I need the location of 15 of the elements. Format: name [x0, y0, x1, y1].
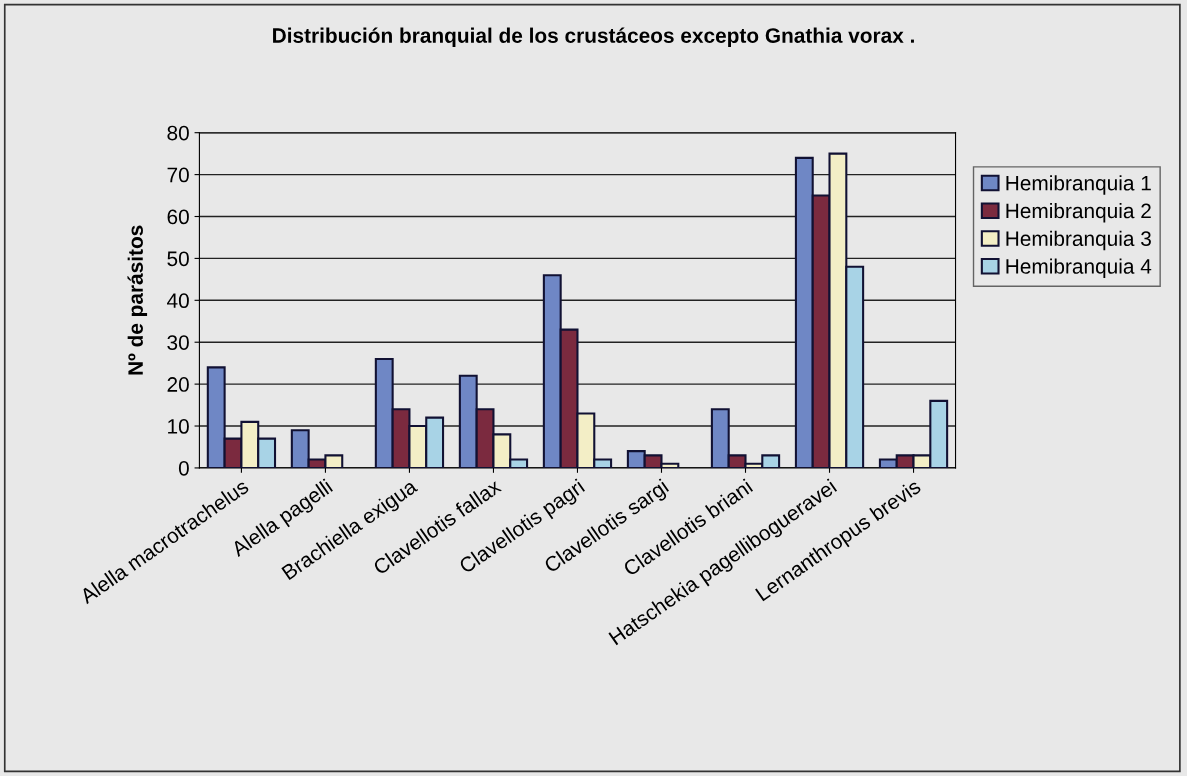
y-tick-label: 10: [168, 419, 189, 434]
y-tick-label: 70: [167, 167, 189, 183]
y-axis-title: Nº de parásitos: [127, 225, 148, 375]
y-tick-label: 50: [167, 251, 189, 267]
legend-label: Hemibranquia 2: [1006, 202, 1151, 223]
legend-label: Hemibranquia 3: [1006, 230, 1151, 251]
chart-title: Distribución branquial de los crustáceos excepto Gnathia vorax .: [273, 27, 914, 47]
y-tick-label: 80: [167, 125, 189, 141]
y-tick-label: 40: [167, 293, 189, 309]
y-tick-label: 60: [167, 209, 189, 225]
legend-label: Hemibranquia 1: [1006, 175, 1151, 195]
legend-label: Hemibranquia 4: [1006, 258, 1152, 278]
y-tick-label: 20: [167, 377, 189, 392]
y-tick-label: 0: [178, 460, 189, 476]
y-tick-label: 30: [167, 335, 189, 350]
